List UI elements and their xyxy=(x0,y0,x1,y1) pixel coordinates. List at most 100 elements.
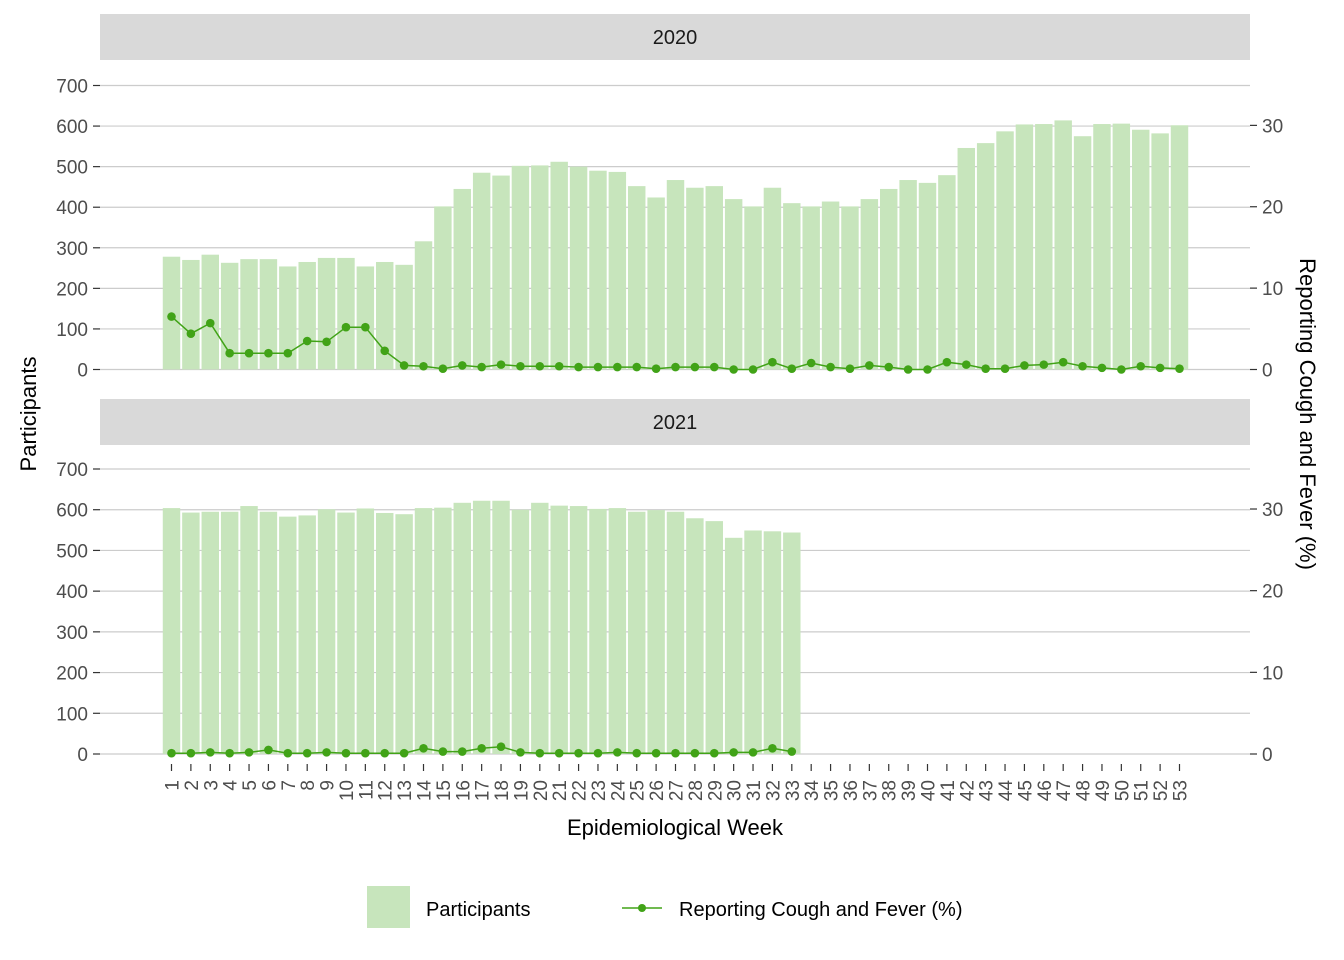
x-tick-label: 1 xyxy=(163,780,184,791)
cough-fever-point xyxy=(1175,364,1184,373)
cough-fever-point xyxy=(283,348,293,358)
cough-fever-point xyxy=(845,364,855,373)
x-tick-label: 13 xyxy=(395,780,416,801)
participants-bar xyxy=(918,182,937,370)
participants-bar xyxy=(395,514,413,754)
x-tick-label: 27 xyxy=(667,780,688,801)
participants-bar xyxy=(1112,123,1131,370)
x-tick-label: 11 xyxy=(356,780,377,800)
cough-fever-point xyxy=(593,748,603,758)
y-right-tick-label: 10 xyxy=(1262,279,1283,300)
participants-bar xyxy=(686,187,704,370)
cough-fever-point xyxy=(419,743,428,753)
cough-fever-point xyxy=(1097,363,1107,373)
y-left-tick-label: 500 xyxy=(56,158,88,179)
cough-fever-point xyxy=(380,748,390,758)
cough-fever-point xyxy=(709,362,719,372)
cough-fever-point xyxy=(361,748,370,758)
participants-bar xyxy=(317,257,336,370)
x-tick-label: 19 xyxy=(511,780,532,801)
x-tick-label: 21 xyxy=(550,780,571,801)
cough-fever-point xyxy=(748,365,758,374)
cough-fever-point xyxy=(671,748,680,758)
cough-fever-point xyxy=(613,362,622,372)
participants-bar xyxy=(841,206,859,370)
cough-fever-point xyxy=(516,361,525,371)
participants-bar xyxy=(376,512,394,754)
cough-fever-point xyxy=(457,361,467,370)
participants-bar xyxy=(356,508,375,754)
cough-fever-point xyxy=(438,747,448,756)
participants-bar xyxy=(511,165,530,370)
cough-fever-point xyxy=(302,336,312,346)
cough-fever-point xyxy=(516,748,525,757)
participants-bar xyxy=(589,170,607,370)
y-left-tick-label: 200 xyxy=(56,664,88,685)
x-tick-label: 38 xyxy=(880,780,901,801)
x-tick-label: 14 xyxy=(415,780,436,802)
cough-fever-point xyxy=(1039,360,1049,369)
cough-fever-point xyxy=(787,364,797,373)
x-tick-label: 17 xyxy=(473,780,494,801)
participants-bar xyxy=(705,186,723,370)
x-tick-label: 44 xyxy=(996,780,1017,802)
cough-fever-point xyxy=(225,748,234,758)
x-tick-label: 39 xyxy=(899,780,920,801)
participants-bar xyxy=(453,188,471,370)
participants-bar xyxy=(647,197,665,370)
y-right-tick-label: 10 xyxy=(1262,663,1283,684)
participants-bar xyxy=(492,500,510,754)
cough-fever-point xyxy=(167,748,176,758)
participants-bar xyxy=(220,511,239,754)
cough-fever-point xyxy=(167,312,176,321)
participants-bar xyxy=(472,172,491,370)
cough-fever-point xyxy=(322,748,331,757)
x-tick-label: 36 xyxy=(841,780,862,801)
participants-bar xyxy=(1151,133,1169,370)
participants-bar xyxy=(434,507,452,754)
cough-fever-point xyxy=(1117,365,1126,374)
cough-fever-point xyxy=(632,748,642,758)
participants-bar xyxy=(938,175,956,370)
participants-bar xyxy=(414,241,433,370)
cough-fever-point xyxy=(671,362,680,372)
participants-bar xyxy=(666,511,685,754)
cough-fever-point xyxy=(283,748,293,758)
x-tick-label: 12 xyxy=(376,780,397,801)
participants-bar xyxy=(724,199,743,370)
cough-fever-point xyxy=(322,337,331,347)
participants-bar xyxy=(783,532,801,754)
participants-bar xyxy=(414,508,433,754)
participants-bar xyxy=(608,508,627,754)
y-right-tick-label: 20 xyxy=(1262,198,1283,219)
x-tick-label: 23 xyxy=(589,780,610,801)
x-tick-label: 41 xyxy=(938,780,959,801)
cough-fever-point xyxy=(205,318,215,328)
participants-bar xyxy=(511,509,530,754)
x-tick-label: 31 xyxy=(744,780,765,801)
cough-fever-point xyxy=(477,743,486,753)
cough-fever-point xyxy=(787,747,797,756)
cough-fever-point xyxy=(361,322,370,332)
y-left-tick-label: 600 xyxy=(56,117,88,138)
x-tick-label: 46 xyxy=(1035,780,1056,801)
cough-fever-point xyxy=(574,362,583,372)
participants-bar xyxy=(220,262,239,370)
x-tick-label: 5 xyxy=(240,780,261,791)
y-left-tick-label: 700 xyxy=(56,77,88,98)
cough-fever-point xyxy=(961,360,971,369)
x-tick-label: 32 xyxy=(763,780,784,801)
cough-fever-point xyxy=(399,748,409,758)
cough-fever-point xyxy=(729,365,738,374)
participants-bar xyxy=(259,511,278,754)
y-left-tick-label: 100 xyxy=(56,704,88,725)
cough-fever-point xyxy=(341,748,351,758)
cough-fever-point xyxy=(768,357,777,367)
participants-bar xyxy=(899,180,917,370)
participants-bar xyxy=(531,502,549,754)
x-axis-title: Epidemiological Week xyxy=(567,815,784,840)
cough-fever-point xyxy=(981,364,990,373)
cough-fever-point xyxy=(302,748,312,758)
participants-bar xyxy=(317,509,336,754)
participants-bar xyxy=(1073,136,1092,370)
